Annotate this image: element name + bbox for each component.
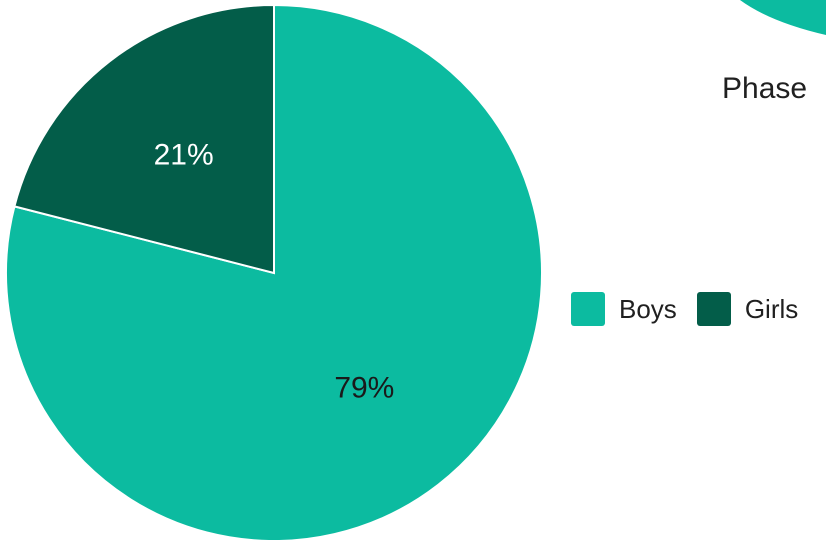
slice-label-boys: 79%: [334, 371, 394, 404]
pie-slice-girls[interactable]: [13, 3, 275, 275]
legend-swatch-boys: [571, 292, 605, 326]
legend-swatch-girls: [696, 292, 731, 326]
legend-label-boys: Boys: [619, 293, 677, 324]
partial-shape-top-right: [740, 0, 826, 35]
legend-label-girls: Girls: [744, 293, 799, 324]
legend: Boys Girls: [571, 292, 818, 326]
legend-item-boys[interactable]: Boys: [571, 292, 677, 326]
slice-label-girls: 21%: [154, 138, 214, 171]
partial-heading: Phase: [722, 72, 808, 105]
legend-item-girls[interactable]: Girls: [696, 292, 799, 326]
